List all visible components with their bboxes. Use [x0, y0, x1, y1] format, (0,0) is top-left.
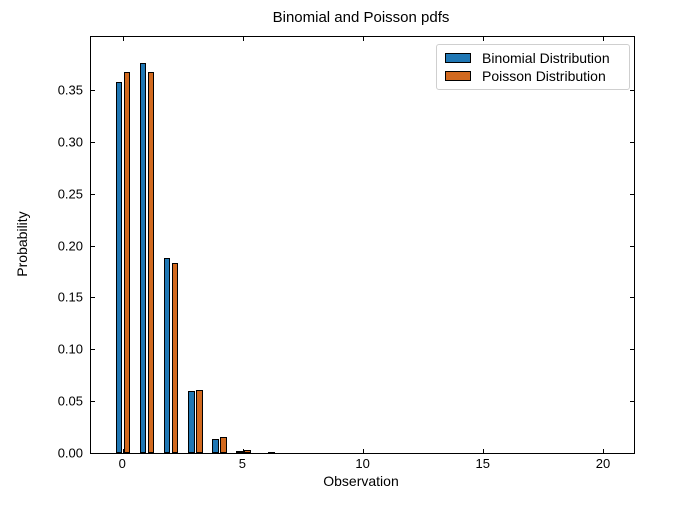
y-tick-label: 0.30	[57, 134, 83, 150]
legend-label-poisson: Poisson Distribution	[482, 68, 606, 84]
bar-binomial-1	[139, 62, 147, 453]
bar-poisson-6	[268, 452, 275, 455]
y-tick-mark-right	[630, 349, 634, 351]
y-tick-mark-right	[630, 245, 634, 247]
y-tick-mark	[91, 452, 95, 454]
x-tick-label: 20	[595, 456, 611, 471]
legend-item-binomial: Binomial Distribution	[445, 51, 621, 65]
legend-label-binomial: Binomial Distribution	[482, 50, 610, 66]
x-tick-mark-top	[242, 37, 244, 41]
x-tick-mark-top	[483, 37, 485, 41]
y-tick-label: 0.25	[57, 186, 83, 202]
x-tick-mark-top	[603, 37, 605, 41]
y-tick-mark-right	[630, 142, 634, 144]
y-tick-mark	[91, 297, 95, 299]
bar-binomial-3	[188, 391, 195, 453]
y-tick-label: 0.20	[57, 238, 83, 254]
x-tick-mark	[122, 449, 124, 453]
x-tick-mark-top	[122, 37, 124, 41]
plot-area	[90, 36, 635, 455]
bar-poisson-5	[244, 449, 251, 453]
legend-swatch-poisson	[445, 71, 471, 81]
y-tick-mark-right	[630, 193, 634, 195]
y-tick-mark-right	[630, 452, 634, 454]
y-tick-label: 0.10	[57, 341, 83, 357]
y-tick-mark-right	[630, 400, 634, 402]
y-tick-label: 0.05	[57, 393, 83, 409]
chart-title: Binomial and Poisson pdfs	[272, 9, 450, 26]
x-tick-label: 0	[118, 456, 126, 471]
x-tick-mark	[603, 449, 605, 453]
bar-poisson-1	[147, 72, 155, 453]
x-tick-mark	[363, 449, 365, 453]
legend: Binomial Distribution Poisson Distributi…	[436, 44, 630, 90]
y-tick-mark	[91, 142, 95, 144]
x-tick-label: 15	[475, 456, 490, 471]
y-tick-mark	[91, 245, 95, 247]
y-tick-label: 0.15	[57, 289, 83, 305]
y-tick-mark	[91, 90, 95, 92]
bar-binomial-4	[212, 439, 219, 453]
bar-binomial-2	[163, 257, 171, 453]
y-tick-label: 0.00	[57, 445, 83, 460]
x-tick-label: 5	[238, 456, 247, 471]
y-tick-mark	[91, 400, 95, 402]
y-axis-label: Probability	[14, 211, 30, 277]
y-tick-label: 0.35	[57, 82, 83, 98]
bar-poisson-4	[220, 437, 227, 453]
x-axis-label: Observation	[323, 473, 399, 489]
y-tick-mark-right	[630, 90, 634, 92]
y-tick-mark-right	[630, 297, 634, 299]
bar-poisson-2	[171, 262, 179, 453]
bar-poisson-0	[123, 72, 131, 453]
legend-swatch-binomial	[445, 53, 471, 63]
x-tick-mark	[483, 449, 485, 453]
y-tick-mark	[91, 349, 95, 351]
bar-binomial-0	[115, 82, 123, 453]
bar-binomial-5	[236, 450, 243, 453]
x-tick-label: 10	[355, 456, 370, 471]
legend-item-poisson: Poisson Distribution	[445, 69, 621, 83]
bar-poisson-3	[196, 389, 203, 453]
y-tick-mark	[91, 193, 95, 195]
x-tick-mark	[242, 449, 244, 453]
x-tick-mark-top	[363, 37, 365, 41]
